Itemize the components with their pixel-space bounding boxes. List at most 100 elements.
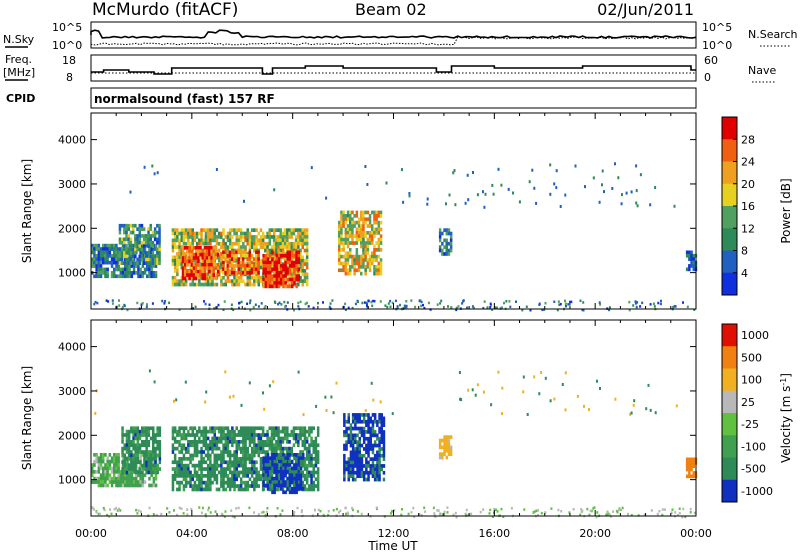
heatmap-cell [305, 487, 309, 492]
heatmap-cell [131, 223, 135, 228]
heatmap-cell [127, 446, 131, 451]
heatmap-cell [246, 228, 249, 232]
heatmap-cell [301, 470, 304, 475]
heatmap-cell [358, 419, 361, 424]
heatmap-cell [299, 466, 303, 471]
heatmap-cell [171, 241, 175, 246]
heatmap-cell [303, 477, 307, 482]
heatmap-cell [228, 245, 232, 249]
heatmap-cell [239, 279, 243, 283]
heatmap-speck [598, 200, 601, 204]
heatmap-cell [340, 214, 343, 218]
heatmap-cell [312, 450, 315, 454]
power-colorbar-label: Power [dB] [779, 178, 793, 243]
heatmap-cell [113, 466, 116, 471]
heatmap-cell [203, 252, 207, 257]
y-tick-label: 2000 [58, 222, 86, 235]
heatmap-cell [150, 274, 153, 279]
heatmap-cell [191, 429, 194, 434]
heatmap-cell [299, 275, 302, 280]
heatmap-cell [250, 463, 254, 468]
heatmap-cell [288, 476, 292, 481]
heatmap-cell [355, 261, 359, 266]
ground-clutter-cell [509, 305, 512, 309]
heatmap-cell [270, 433, 274, 437]
heatmap-cell [237, 250, 240, 255]
heatmap-cell [198, 487, 201, 492]
heatmap-cell [205, 252, 209, 257]
heatmap-cell [131, 227, 135, 231]
heatmap-cell [380, 453, 383, 458]
heatmap-cell [191, 440, 194, 444]
heatmap-cell [275, 245, 278, 249]
heatmap-cell [187, 457, 190, 461]
heatmap-cell [147, 429, 151, 434]
heatmap-cell [295, 260, 298, 265]
heatmap-speck [559, 205, 562, 208]
heatmap-cell [102, 271, 105, 275]
heatmap-cell [138, 433, 142, 437]
heatmap-cell [360, 474, 364, 478]
heatmap-cell [295, 267, 298, 272]
heatmap-cell [270, 235, 274, 239]
heatmap-cell [314, 460, 318, 465]
heatmap-cell [173, 426, 177, 431]
noise-traces [90, 29, 697, 46]
heatmap-cell [150, 483, 153, 488]
heatmap-cell [288, 231, 291, 236]
heatmap-cell [117, 267, 120, 272]
heatmap-cell [288, 457, 291, 461]
heatmap-cell [445, 238, 448, 243]
heatmap-cell [121, 426, 124, 431]
heatmap-cell [97, 247, 101, 251]
heatmap-speck [630, 411, 633, 415]
heatmap-cell [362, 248, 365, 252]
heatmap-cell [365, 467, 368, 472]
heatmap-cell [235, 228, 238, 232]
heatmap-cell [270, 443, 274, 448]
heatmap-cell [275, 238, 278, 243]
heatmap-cell [244, 453, 247, 458]
heatmap-cell [199, 246, 202, 250]
ground-clutter-cell [140, 303, 143, 306]
heatmap-speck [620, 202, 623, 206]
heatmap-cell [246, 275, 249, 280]
ground-clutter-cell [488, 512, 491, 515]
heatmap-cell [228, 436, 232, 441]
heatmap-cell [248, 460, 252, 465]
heatmap-cell [190, 256, 193, 260]
heatmap-cell [228, 264, 232, 268]
heatmap-speck [268, 384, 271, 388]
heatmap-cell [305, 429, 309, 434]
heatmap-cell [369, 430, 372, 434]
ground-clutter-cell [471, 305, 474, 308]
heatmap-cell [281, 426, 285, 431]
heatmap-cell [183, 263, 187, 267]
heatmap-cell [362, 433, 366, 438]
heatmap-cell [277, 429, 280, 434]
heatmap-cell [250, 457, 254, 461]
heatmap-speck [553, 397, 556, 401]
heatmap-cell [349, 460, 353, 465]
heatmap-cell [292, 426, 296, 431]
heatmap-cell [152, 459, 156, 464]
colorbar-tick-label: -1000 [741, 485, 773, 498]
heatmap-cell [685, 267, 689, 272]
heatmap-cell [376, 464, 379, 468]
heatmap-cell [104, 250, 107, 255]
heatmap-cell [356, 467, 359, 472]
heatmap-cell [253, 426, 256, 431]
heatmap-cell [291, 281, 294, 285]
heatmap-cell [200, 450, 203, 454]
ground-clutter-cell [224, 510, 227, 513]
heatmap-cell [299, 255, 302, 260]
heatmap-cell [178, 241, 181, 246]
ground-clutter-cell [455, 308, 458, 312]
heatmap-cell [231, 470, 234, 475]
heatmap-cell [293, 253, 296, 258]
ground-clutter-cell [139, 510, 142, 513]
heatmap-cell [176, 463, 179, 468]
heatmap-cell [99, 466, 103, 471]
heatmap-cell [244, 231, 247, 236]
ground-clutter-cell [371, 299, 374, 303]
